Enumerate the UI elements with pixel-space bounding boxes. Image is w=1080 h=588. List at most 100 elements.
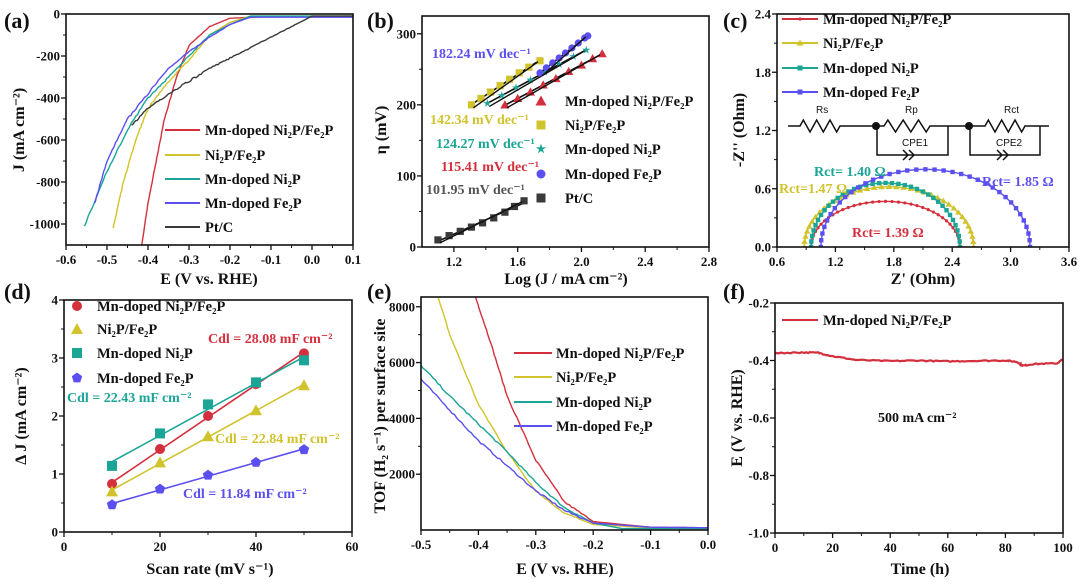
data-point xyxy=(490,214,498,222)
data-point xyxy=(944,208,949,213)
legend-marker xyxy=(536,169,546,179)
panel-label: (f) xyxy=(723,279,745,304)
x-tick-label: 2.4 xyxy=(944,254,961,269)
data-point xyxy=(813,222,818,228)
y-axis-label: Δ J (mA cm⁻²) xyxy=(13,367,30,464)
data-point xyxy=(298,379,310,391)
plot-area xyxy=(83,15,353,245)
legend-label: Mn-doped Ni₂P xyxy=(565,142,661,158)
data-point xyxy=(983,181,988,186)
x-tick-label: -0.5 xyxy=(411,537,432,552)
data-point xyxy=(154,456,166,468)
x-axis-label: E (V vs. RHE) xyxy=(516,561,614,578)
y-axis-label: -Z'' (Ohm) xyxy=(731,93,748,167)
data-point xyxy=(896,181,901,187)
resistor-rp xyxy=(875,118,968,134)
data-point xyxy=(202,469,214,480)
data-point xyxy=(914,186,920,192)
circuit-label: Rs xyxy=(816,105,828,116)
data-point xyxy=(832,205,838,211)
x-tick-label: 60 xyxy=(941,540,954,555)
legend-marker xyxy=(797,65,803,71)
annotation: 142.34 mV dec⁻¹ xyxy=(430,113,529,128)
data-point xyxy=(931,210,935,214)
data-point xyxy=(855,185,861,190)
x-tick-label: 1.6 xyxy=(510,254,527,269)
x-tick-label: 1.2 xyxy=(827,254,843,269)
data-point xyxy=(957,244,963,247)
data-point xyxy=(811,228,816,233)
annotation: 115.41 mV dec⁻¹ xyxy=(441,160,539,175)
annotation: 182.24 mV dec⁻¹ xyxy=(432,47,531,62)
data-point xyxy=(953,222,958,228)
data-point xyxy=(840,192,846,197)
fit-line xyxy=(489,50,585,108)
data-point xyxy=(203,399,213,410)
data-point xyxy=(835,195,840,201)
plot-frame xyxy=(420,296,709,531)
data-point xyxy=(1018,211,1023,217)
x-tick-label: 0 xyxy=(772,540,779,555)
legend-label: Mn-doped Ni₂P xyxy=(97,346,193,362)
data-point xyxy=(945,201,953,207)
data-point xyxy=(826,203,831,209)
data-point xyxy=(1013,205,1019,211)
plot-area xyxy=(434,32,607,244)
x-tick-label: 100 xyxy=(1053,540,1073,555)
data-point xyxy=(967,228,974,234)
data-point xyxy=(915,204,919,208)
data-point xyxy=(106,485,118,497)
data-point xyxy=(803,228,811,234)
y-tick-label: 2000 xyxy=(389,467,415,482)
x-axis-label: Time (h) xyxy=(891,561,950,578)
data-point xyxy=(824,218,830,223)
data-point xyxy=(483,99,492,107)
data-point xyxy=(1024,224,1029,230)
series-line xyxy=(437,297,708,529)
data-point xyxy=(969,233,976,239)
data-point xyxy=(456,227,464,235)
panel-label: (a) xyxy=(4,8,30,33)
legend-marker xyxy=(797,89,803,95)
x-tick-label: -0.2 xyxy=(583,537,604,552)
data-point xyxy=(877,199,881,204)
legend-label: Mn-doped Ni₂P/Fe₂P xyxy=(205,123,333,139)
x-tick-label: 20 xyxy=(154,539,167,554)
panel-b: 1.2 1.6 2.0 2.4 2.8 0 100 200 300 Mn-doped Ni₂P/F… xyxy=(367,8,718,288)
annotation: Rct=1.47 Ω xyxy=(779,182,847,197)
annotation: Cdl = 28.08 mF cm⁻² xyxy=(208,332,332,347)
legend-label: Mn-doped Ni₂P xyxy=(205,172,301,188)
legend-label: Mn-doped Fe₂P xyxy=(97,371,194,387)
x-tick-label: -0.2 xyxy=(220,252,241,267)
data-point xyxy=(903,201,907,205)
data-point xyxy=(445,232,453,240)
x-tick-label: -0.6 xyxy=(56,252,77,267)
y-tick-label: 0.6 xyxy=(755,181,772,196)
y-tick-label: -0.8 xyxy=(748,468,769,483)
x-tick-label: 0.1 xyxy=(345,252,361,267)
cpe-symbol xyxy=(1002,149,1010,161)
data-point xyxy=(809,239,814,244)
data-point xyxy=(934,194,941,200)
y-tick-label: 4000 xyxy=(389,411,415,426)
cpe1-branch xyxy=(876,126,949,156)
plot-frame xyxy=(774,302,1064,534)
y-tick-label: 2.4 xyxy=(755,7,772,22)
data-point xyxy=(936,213,940,217)
legend-label: Mn-doped Ni₂P/Fe₂P xyxy=(556,346,684,362)
data-point xyxy=(512,83,521,92)
data-point xyxy=(883,180,888,186)
x-tick-label: -0.3 xyxy=(179,252,200,267)
series-line xyxy=(421,364,708,530)
data-point xyxy=(820,231,825,236)
plot-area xyxy=(775,350,1063,368)
data-point xyxy=(818,238,824,243)
data-point xyxy=(510,202,519,211)
data-point xyxy=(841,208,845,212)
data-point xyxy=(941,168,946,173)
data-point xyxy=(849,189,854,195)
data-point xyxy=(870,177,876,182)
data-point xyxy=(467,101,476,109)
plot-frame xyxy=(65,13,354,246)
resistor-rct xyxy=(968,118,1049,134)
